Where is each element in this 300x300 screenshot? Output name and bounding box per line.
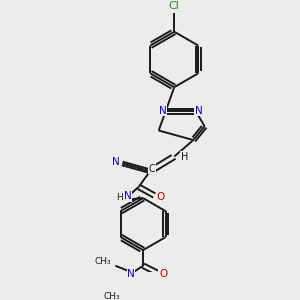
Text: N: N — [195, 106, 203, 116]
Text: N: N — [112, 157, 120, 167]
Text: C: C — [148, 164, 155, 174]
Text: CH₃: CH₃ — [94, 257, 111, 266]
Text: H: H — [116, 193, 123, 202]
Text: N: N — [159, 106, 167, 116]
Text: Cl: Cl — [169, 1, 180, 11]
Text: H: H — [181, 152, 188, 161]
Text: CH₃: CH₃ — [104, 292, 121, 300]
Text: O: O — [159, 269, 167, 279]
Text: O: O — [156, 192, 164, 202]
Text: N: N — [124, 191, 131, 201]
Text: N: N — [127, 269, 135, 279]
